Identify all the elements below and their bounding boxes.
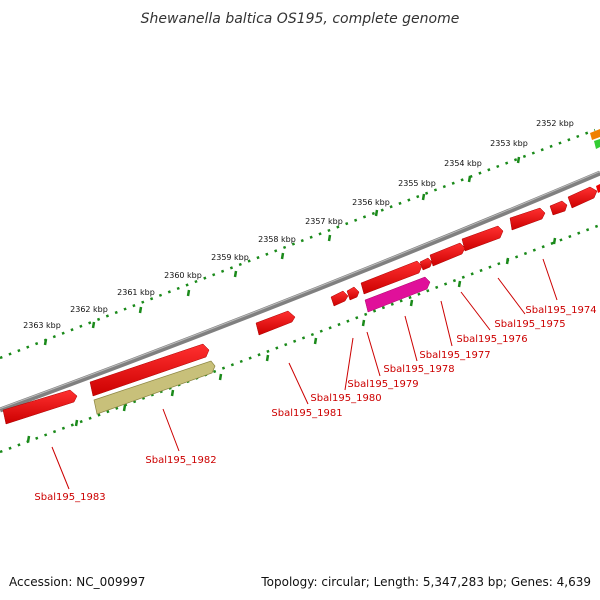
map-title: Shewanella baltica OS195, complete genom… [141, 11, 460, 27]
gene-label[interactable]: Sbal195_1980 [310, 393, 381, 404]
gene-label[interactable]: Sbal195_1977 [419, 350, 490, 361]
outer-ruler-ticks [43, 156, 521, 346]
cds-feature-orange[interactable] [590, 129, 600, 140]
gene-label[interactable]: Sbal195_1975 [494, 319, 565, 330]
inner-ruler-ticks [26, 237, 557, 443]
gene-label[interactable]: Sbal195_1979 [347, 379, 418, 390]
ruler-label: 2357 kbp [305, 217, 343, 226]
cds-feature-green[interactable] [594, 139, 600, 149]
ruler-label: 2358 kbp [258, 235, 296, 244]
ruler-label: 2363 kbp [23, 321, 61, 330]
ruler-label: 2359 kbp [211, 253, 249, 262]
ruler-label: 2362 kbp [70, 305, 108, 314]
edge-features [590, 129, 600, 193]
cds-feature[interactable] [346, 286, 360, 301]
cds-feature[interactable] [419, 257, 433, 271]
cds-feature[interactable] [330, 290, 349, 307]
accession-text: Accession: NC_009997 [9, 575, 145, 589]
ruler-label: 2354 kbp [444, 159, 482, 168]
gene-label[interactable]: Sbal195_1974 [525, 305, 596, 316]
ruler-label: 2361 kbp [117, 288, 155, 297]
gene-labels: Sbal195_1974 Sbal195_1975 Sbal195_1976 S… [34, 305, 596, 503]
gene-label[interactable]: Sbal195_1981 [271, 408, 342, 419]
genome-backbone [0, 170, 600, 413]
ruler-label: 2353 kbp [490, 139, 528, 148]
ruler-label: 2360 kbp [164, 271, 202, 280]
cds-feature[interactable] [2, 389, 78, 425]
highlighted-cds-feature[interactable] [364, 276, 431, 313]
cds-features [2, 186, 598, 425]
gene-label[interactable]: Sbal195_1978 [383, 364, 454, 375]
genome-summary-text: Topology: circular; Length: 5,347,283 bp… [260, 575, 591, 589]
cds-feature-red[interactable] [596, 184, 600, 193]
olive-feature[interactable] [93, 360, 216, 415]
ruler-label: 2355 kbp [398, 179, 436, 188]
ruler-label: 2356 kbp [352, 198, 390, 207]
cds-feature[interactable] [89, 343, 210, 397]
cds-feature[interactable] [255, 310, 296, 336]
genome-backbone-highlight [0, 171, 600, 409]
cds-feature[interactable] [509, 207, 546, 231]
cds-feature[interactable] [549, 200, 568, 216]
cds-feature[interactable] [360, 260, 423, 295]
gene-label[interactable]: Sbal195_1983 [34, 492, 105, 503]
ruler-label: 2352 kbp [536, 119, 574, 128]
cds-feature[interactable] [429, 242, 466, 267]
label-leaders [51, 258, 558, 490]
ruler-labels: 2352 kbp 2353 kbp 2354 kbp 2355 kbp 2356… [23, 119, 574, 330]
gene-label[interactable]: Sbal195_1982 [145, 455, 216, 466]
cds-feature[interactable] [567, 186, 598, 209]
gene-label[interactable]: Sbal195_1976 [456, 334, 527, 345]
